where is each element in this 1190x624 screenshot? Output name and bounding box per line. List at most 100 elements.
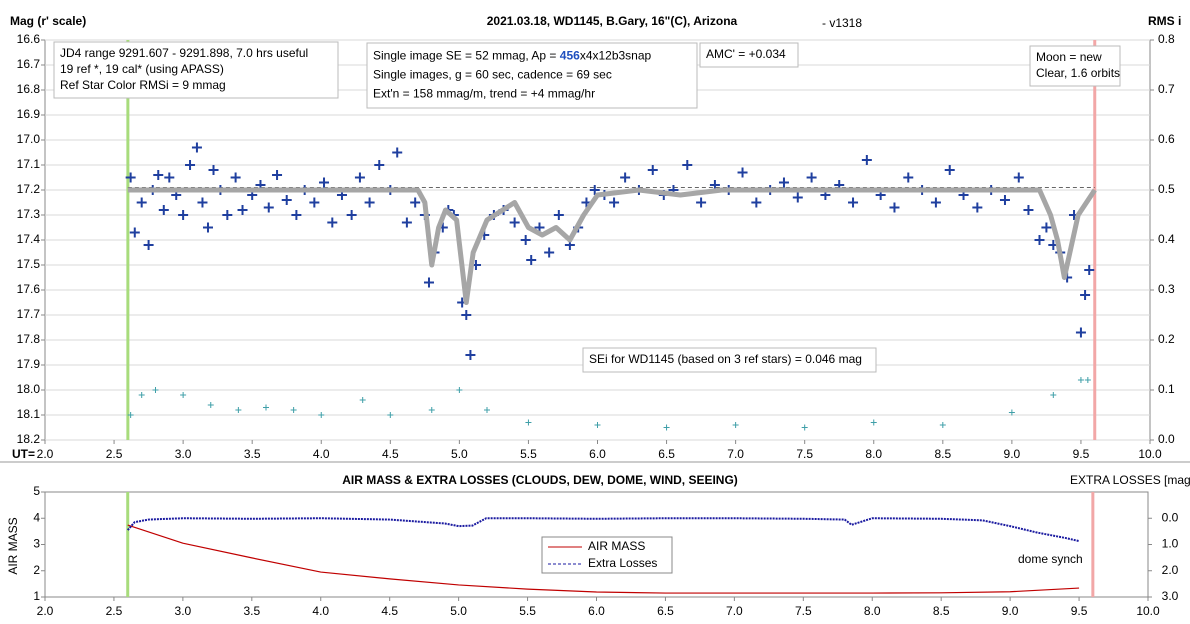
legend-label: AIR MASS bbox=[588, 539, 645, 553]
data-point bbox=[136, 197, 147, 208]
series-line bbox=[127, 524, 1080, 594]
y-tick-label: 17.9 bbox=[17, 357, 41, 371]
annotation-box bbox=[366, 42, 698, 109]
annotation-text: SEi for WD1145 (based on 3 ref stars) = … bbox=[589, 352, 862, 366]
x-tick-label: 3.0 bbox=[175, 604, 192, 618]
x-tick-label: 10.0 bbox=[1138, 447, 1162, 461]
y-tick-label: 17.6 bbox=[17, 282, 41, 296]
data-point bbox=[185, 160, 196, 170]
data-point bbox=[309, 197, 320, 208]
x-tick-label: 5.5 bbox=[520, 447, 537, 461]
data-point bbox=[392, 147, 403, 158]
data-point bbox=[364, 197, 375, 208]
data-point bbox=[428, 407, 435, 413]
y2-tick-label: 0.5 bbox=[1158, 182, 1175, 196]
annotation-box bbox=[699, 42, 799, 68]
data-point bbox=[1080, 290, 1091, 300]
data-point bbox=[465, 350, 476, 360]
x-tick-label: 3.5 bbox=[244, 447, 261, 461]
chart-title: AIR MASS & EXTRA LOSSES (CLOUDS, DEW, DO… bbox=[342, 473, 738, 487]
y-tick-label: 1 bbox=[33, 589, 40, 603]
data-point bbox=[647, 165, 658, 175]
data-point bbox=[387, 412, 394, 418]
x-tick-label: 2.5 bbox=[106, 604, 123, 618]
x-tick-label: 6.5 bbox=[657, 604, 674, 618]
y-tick-label: 3 bbox=[33, 537, 40, 551]
data-point bbox=[801, 424, 808, 431]
data-point bbox=[359, 397, 366, 403]
data-point bbox=[525, 419, 532, 426]
y-axis-label: Mag (r' scale) bbox=[10, 14, 86, 28]
data-point bbox=[237, 205, 248, 215]
y-tick-label: 4 bbox=[33, 510, 40, 524]
data-point bbox=[158, 205, 169, 215]
y-tick-label: 18.2 bbox=[17, 432, 41, 446]
data-point bbox=[346, 210, 357, 220]
annotation-text: Clear, 1.6 orbits bbox=[1036, 66, 1120, 80]
y2-tick-label: 0.3 bbox=[1158, 282, 1175, 296]
data-point bbox=[327, 217, 338, 228]
y-tick-label: 17.4 bbox=[17, 232, 41, 246]
version: - v1318 bbox=[822, 16, 862, 30]
y-axis-label: AIR MASS bbox=[6, 517, 20, 574]
x-tick-label: 5.5 bbox=[519, 604, 536, 618]
data-point bbox=[848, 197, 859, 208]
data-point bbox=[930, 197, 941, 208]
data-point bbox=[526, 255, 537, 265]
data-point bbox=[374, 160, 385, 170]
data-point bbox=[208, 165, 219, 175]
x-tick-label: 8.5 bbox=[933, 604, 950, 618]
data-point bbox=[696, 197, 707, 208]
data-point bbox=[291, 210, 302, 220]
y-tick-label: 17.0 bbox=[17, 132, 41, 146]
x-tick-label: 4.0 bbox=[313, 447, 330, 461]
x-tick-label: 7.0 bbox=[727, 447, 744, 461]
x-tick-label: 9.0 bbox=[1002, 604, 1019, 618]
y2-tick-label: 0.6 bbox=[1158, 132, 1175, 146]
annotation-text: JD4 range 9291.607 - 9291.898, 7.0 hrs u… bbox=[60, 46, 308, 60]
data-point bbox=[972, 202, 983, 213]
data-point bbox=[207, 402, 214, 408]
data-point bbox=[1084, 377, 1091, 383]
x-tick-label: 8.0 bbox=[864, 604, 881, 618]
data-point bbox=[191, 142, 202, 153]
y2-tick-label: 0.8 bbox=[1158, 32, 1175, 46]
data-point bbox=[999, 195, 1010, 205]
annotation: dome synch bbox=[1018, 552, 1083, 566]
annotation-part: x4x12b3snap bbox=[580, 49, 652, 63]
data-point bbox=[594, 422, 601, 428]
y2-tick-label: 0.7 bbox=[1158, 82, 1175, 96]
data-point bbox=[152, 387, 159, 393]
y2-tick-label: 0.0 bbox=[1158, 432, 1175, 446]
x-tick-label: 3.0 bbox=[175, 447, 192, 461]
chart-title: 2021.03.18, WD1145, B.Gary, 16"(C), Ariz… bbox=[487, 14, 738, 28]
legend-label: Extra Losses bbox=[588, 556, 657, 570]
data-point bbox=[401, 217, 412, 228]
y2-tick-label: 1.0 bbox=[1162, 537, 1179, 551]
y2-tick-label: 2.0 bbox=[1162, 563, 1179, 577]
y-tick-label: 16.7 bbox=[17, 57, 41, 71]
data-point bbox=[1050, 392, 1057, 398]
data-point bbox=[1041, 222, 1052, 233]
data-point bbox=[1034, 235, 1045, 245]
annotation-box bbox=[53, 41, 339, 99]
y2-tick-label: 3.0 bbox=[1162, 589, 1179, 603]
y2-tick-label: 0.4 bbox=[1158, 232, 1175, 246]
x-tick-label: 2.0 bbox=[37, 447, 54, 461]
data-point bbox=[461, 310, 472, 320]
data-point bbox=[1023, 205, 1034, 215]
data-point bbox=[509, 217, 520, 228]
y-tick-label: 17.8 bbox=[17, 332, 41, 346]
y-tick-label: 17.7 bbox=[17, 307, 41, 321]
data-point bbox=[1008, 409, 1015, 416]
data-point bbox=[903, 172, 914, 183]
annotation-part: 456 bbox=[560, 49, 580, 63]
y-tick-label: 17.3 bbox=[17, 207, 41, 221]
x-tick-label: 6.5 bbox=[658, 447, 675, 461]
x-tick-label: 8.0 bbox=[865, 447, 882, 461]
y-tick-label: 16.6 bbox=[17, 32, 41, 46]
data-point bbox=[609, 197, 620, 208]
data-point bbox=[318, 412, 325, 418]
data-point bbox=[164, 172, 175, 183]
